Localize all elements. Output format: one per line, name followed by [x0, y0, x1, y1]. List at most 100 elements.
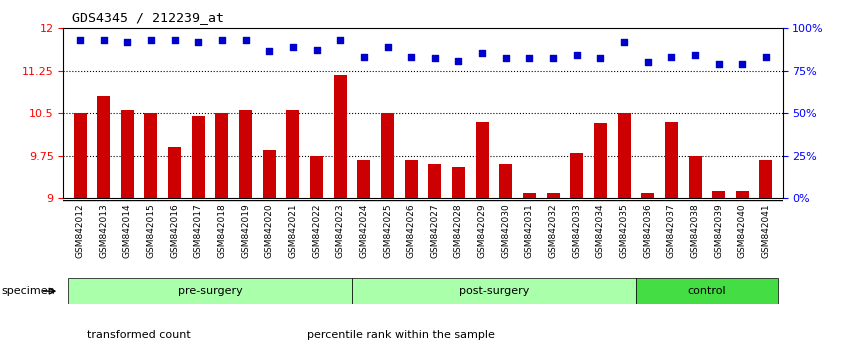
- Text: GSM842021: GSM842021: [288, 204, 298, 258]
- Text: GSM842030: GSM842030: [502, 204, 510, 258]
- Text: pre-surgery: pre-surgery: [178, 286, 243, 296]
- Bar: [168, 147, 181, 198]
- Bar: [404, 160, 418, 198]
- Point: [97, 37, 111, 42]
- Text: GSM842041: GSM842041: [761, 204, 771, 258]
- Bar: [97, 96, 110, 198]
- Text: GSM842019: GSM842019: [241, 204, 250, 258]
- Bar: [665, 122, 678, 198]
- Text: GSM842039: GSM842039: [714, 204, 723, 258]
- Point: [641, 59, 655, 65]
- Bar: [712, 192, 725, 198]
- Bar: [618, 113, 630, 198]
- Bar: [736, 192, 749, 198]
- Point: [357, 54, 371, 59]
- Text: GSM842027: GSM842027: [431, 204, 439, 258]
- Point: [239, 37, 252, 42]
- Text: GSM842022: GSM842022: [312, 204, 321, 258]
- Point: [428, 56, 442, 61]
- Point: [665, 54, 678, 59]
- Point: [215, 37, 228, 42]
- Bar: [475, 122, 489, 198]
- Bar: [310, 156, 323, 198]
- Bar: [121, 110, 134, 198]
- Bar: [69, 278, 352, 304]
- Text: percentile rank within the sample: percentile rank within the sample: [307, 330, 495, 339]
- Bar: [452, 167, 465, 198]
- Text: GSM842035: GSM842035: [619, 204, 629, 258]
- Point: [475, 50, 489, 56]
- Point: [333, 37, 347, 42]
- Text: GSM842032: GSM842032: [548, 204, 558, 258]
- Bar: [333, 75, 347, 198]
- Bar: [381, 113, 394, 198]
- Bar: [547, 193, 559, 198]
- Point: [618, 40, 631, 45]
- Text: GSM842015: GSM842015: [146, 204, 156, 258]
- Text: GSM842034: GSM842034: [596, 204, 605, 258]
- Text: GSM842033: GSM842033: [572, 204, 581, 258]
- Text: GSM842025: GSM842025: [383, 204, 392, 258]
- Text: GSM842020: GSM842020: [265, 204, 274, 258]
- Point: [404, 54, 418, 59]
- Bar: [641, 193, 654, 198]
- Point: [74, 37, 87, 42]
- Point: [547, 56, 560, 61]
- Bar: [689, 156, 701, 198]
- Bar: [499, 164, 513, 198]
- Point: [168, 37, 181, 42]
- Point: [594, 56, 607, 61]
- Text: GSM842012: GSM842012: [75, 204, 85, 258]
- Text: GSM842031: GSM842031: [525, 204, 534, 258]
- Point: [191, 40, 205, 45]
- Bar: [523, 193, 536, 198]
- Bar: [636, 278, 777, 304]
- Text: GSM842014: GSM842014: [123, 204, 132, 258]
- Bar: [216, 113, 228, 198]
- Text: control: control: [688, 286, 726, 296]
- Point: [452, 58, 465, 63]
- Text: GSM842038: GSM842038: [690, 204, 700, 258]
- Text: GSM842036: GSM842036: [643, 204, 652, 258]
- Text: GSM842024: GSM842024: [360, 204, 368, 258]
- Text: specimen: specimen: [2, 286, 56, 296]
- Bar: [263, 150, 276, 198]
- Point: [310, 47, 323, 53]
- Text: transformed count: transformed count: [87, 330, 191, 339]
- Point: [262, 48, 276, 54]
- Text: GSM842028: GSM842028: [454, 204, 463, 258]
- Bar: [352, 278, 636, 304]
- Point: [144, 37, 157, 42]
- Point: [712, 61, 726, 67]
- Text: GSM842037: GSM842037: [667, 204, 676, 258]
- Text: GSM842013: GSM842013: [99, 204, 108, 258]
- Text: GSM842017: GSM842017: [194, 204, 203, 258]
- Bar: [145, 113, 157, 198]
- Bar: [287, 110, 299, 198]
- Bar: [760, 160, 772, 198]
- Bar: [428, 164, 442, 198]
- Text: GDS4345 / 212239_at: GDS4345 / 212239_at: [72, 11, 224, 24]
- Bar: [594, 124, 607, 198]
- Text: GSM842040: GSM842040: [738, 204, 747, 258]
- Text: GSM842016: GSM842016: [170, 204, 179, 258]
- Point: [286, 44, 299, 50]
- Text: post-surgery: post-surgery: [459, 286, 529, 296]
- Text: GSM842029: GSM842029: [478, 204, 486, 258]
- Text: GSM842018: GSM842018: [217, 204, 227, 258]
- Text: GSM842026: GSM842026: [407, 204, 415, 258]
- Point: [570, 52, 584, 58]
- Point: [735, 61, 749, 67]
- Point: [689, 52, 702, 58]
- Point: [381, 44, 394, 50]
- Bar: [570, 153, 583, 198]
- Bar: [357, 160, 371, 198]
- Point: [523, 56, 536, 61]
- Bar: [192, 116, 205, 198]
- Text: GSM842023: GSM842023: [336, 204, 344, 258]
- Point: [759, 54, 772, 59]
- Bar: [74, 113, 86, 198]
- Bar: [239, 110, 252, 198]
- Point: [120, 40, 134, 45]
- Point: [499, 56, 513, 61]
